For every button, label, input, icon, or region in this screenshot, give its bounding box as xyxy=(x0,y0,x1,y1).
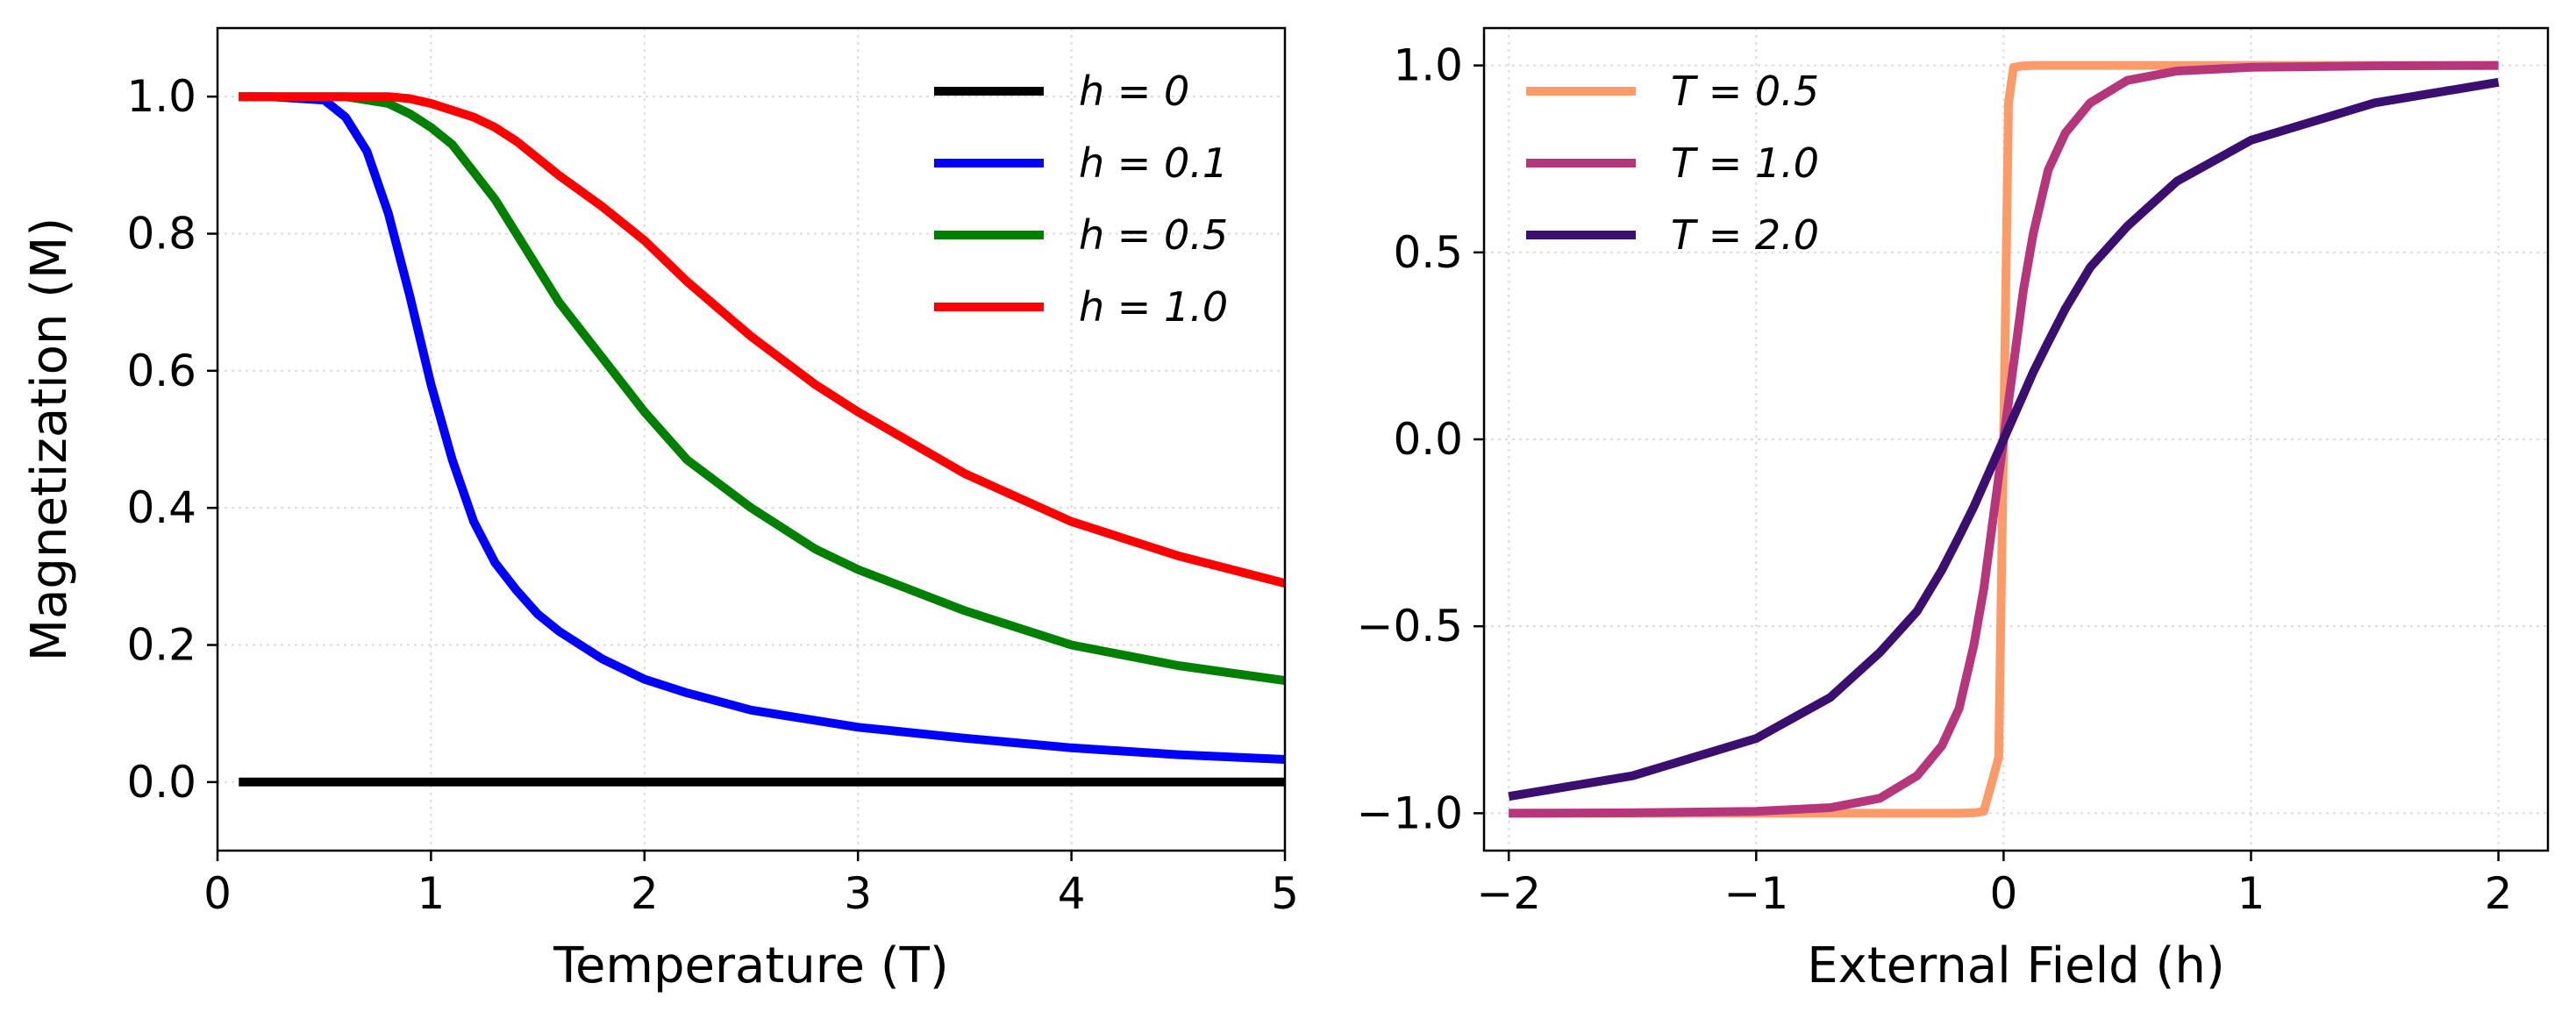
legend-label: h = 0.1 xyxy=(1079,139,1228,187)
legend-label: h = 0.5 xyxy=(1079,211,1228,259)
right-chart-field: −2 −1 0 1 2 −1.0 −0.5 0.0 0.5 1.0 External Field (… xyxy=(1357,26,2550,994)
y-tick-label: 1.0 xyxy=(126,71,196,122)
series-line xyxy=(239,92,1285,764)
x-tick-label: 4 xyxy=(1058,868,1086,919)
y-tick-label: 0.8 xyxy=(126,209,196,260)
legend: h = 0 h = 0.1 h = 0.5 h = 1.0 xyxy=(934,68,1228,331)
legend-label: h = 1.0 xyxy=(1079,283,1228,331)
legend: T = 0.5 T = 1.0 T = 2.0 xyxy=(1526,68,1819,259)
legend-label: h = 0 xyxy=(1079,68,1189,115)
series-line xyxy=(239,92,1285,588)
x-tick-label: 1 xyxy=(2237,868,2266,919)
left-chart-temperature: 0 1 2 3 4 5 0.0 0.2 0.4 0.6 0.8 1.0 Temperature (T) M… xyxy=(21,26,1299,994)
legend-label: T = 0.5 xyxy=(1671,68,1819,115)
x-axis-label: External Field (h) xyxy=(1807,937,2224,994)
y-tick-label: 0.4 xyxy=(126,482,196,533)
legend-label: T = 1.0 xyxy=(1671,139,1819,187)
x-tick-label: 2 xyxy=(2485,868,2513,919)
series-line xyxy=(1508,77,2500,802)
x-tick-label: 0 xyxy=(1989,868,2017,919)
y-tick-label: 0.6 xyxy=(126,346,196,396)
x-axis-label: Temperature (T) xyxy=(553,937,948,994)
y-tick-label: 0.0 xyxy=(126,757,196,808)
y-tick-label: −1.0 xyxy=(1357,787,1463,838)
series-lines xyxy=(239,92,1285,787)
x-tick-label: −1 xyxy=(1723,868,1788,919)
x-tick-label: 1 xyxy=(417,868,445,919)
y-axis-label: Magnetization (M) xyxy=(21,217,78,661)
axes-frame xyxy=(216,26,1287,852)
axes-frame xyxy=(1482,26,2550,852)
series-lines xyxy=(1508,61,2500,818)
x-tick-label: 5 xyxy=(1271,868,1299,919)
y-tick-label: 0.2 xyxy=(126,620,196,671)
y-tick-label: 0.5 xyxy=(1393,227,1463,278)
x-tick-label: 3 xyxy=(844,868,872,919)
y-tick-label: 0.0 xyxy=(1393,414,1463,465)
x-tick-label: 2 xyxy=(631,868,659,919)
legend-label: T = 2.0 xyxy=(1671,211,1819,259)
y-tick-label: −0.5 xyxy=(1357,601,1463,652)
x-tick-label: −2 xyxy=(1476,868,1541,919)
y-tick-label: 1.0 xyxy=(1393,40,1463,91)
x-tick-label: 0 xyxy=(203,868,232,919)
